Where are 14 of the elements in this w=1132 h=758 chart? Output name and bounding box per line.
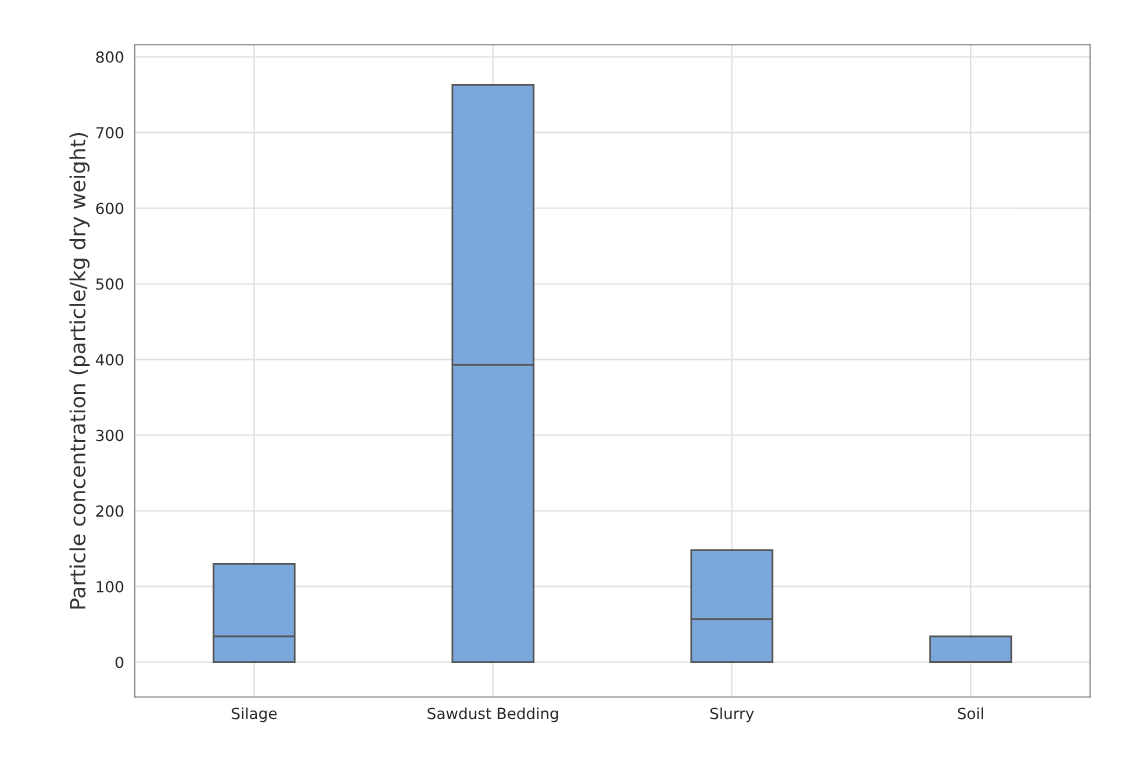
y-tick-label: 300 [96,429,124,442]
y-tick-label: 500 [96,278,124,290]
y-tick-label: 800 [96,51,124,63]
y-tick-label: 200 [96,505,124,517]
x-tick-label: Slurry [710,707,754,723]
x-tick-label: Silage [231,707,277,723]
y-tick-label: 100 [96,580,124,593]
y-tick-label: 400 [95,353,124,366]
y-tick-label: 600 [96,202,124,215]
x-tick-label: Sawdust Bedding [427,707,558,723]
y-tick-label: 0 [115,656,124,669]
y-tick-label: 700 [96,126,124,139]
y-axis-title: Particle concentration (particle/kg dry weight) [69,133,90,609]
x-tick-label: Soil [957,707,984,720]
